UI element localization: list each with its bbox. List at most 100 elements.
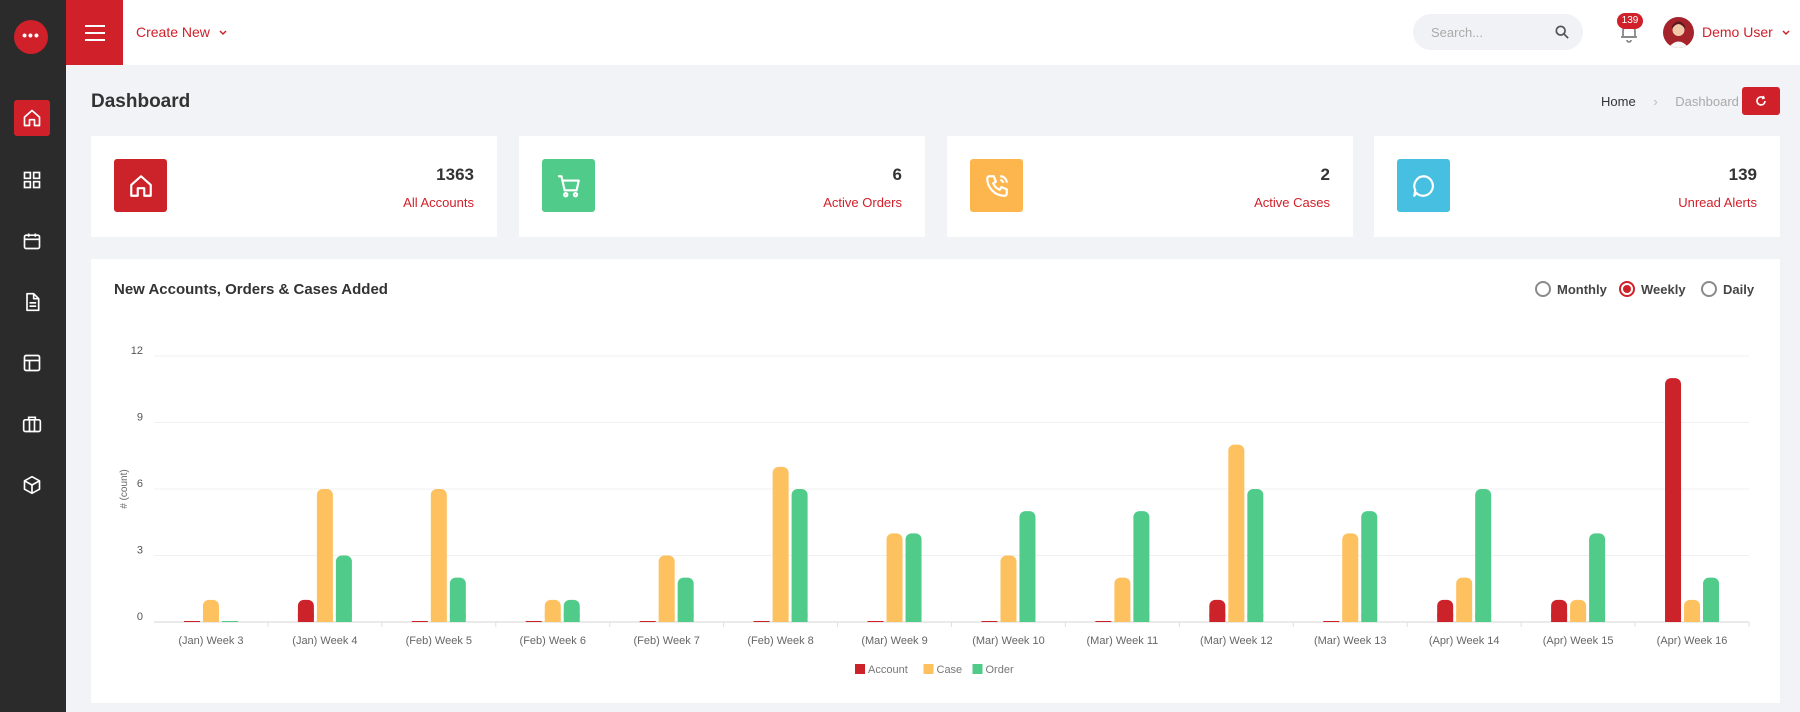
legend-label-case: Case [937, 664, 963, 676]
bar-base-case [316, 614, 333, 622]
bar-chart: 0 3 6 9 12 # (count) (Jan) Week 3 (Jan) Week 4 (… [119, 345, 1750, 676]
search-input[interactable]: Search... [1413, 14, 1583, 50]
bar-base-order [905, 614, 922, 622]
bar-base-case [430, 614, 447, 622]
calendar-icon [23, 233, 41, 250]
legend-swatch-account [855, 664, 865, 674]
bar-case [886, 533, 903, 622]
breadcrumb-current: Dashboard [1675, 94, 1739, 109]
x-tick-label: (Mar) Week 9 [861, 635, 927, 647]
period-label: Daily [1723, 281, 1755, 297]
bar-case [1342, 533, 1359, 622]
sidebar-item-calendar[interactable] [14, 223, 50, 259]
chat-icon [1412, 174, 1434, 197]
bar-base-order [677, 614, 694, 622]
bar-order [1247, 489, 1264, 622]
radio-monthly[interactable] [1535, 281, 1551, 297]
bar-case [1000, 555, 1017, 622]
bar-account [981, 621, 998, 622]
x-tick-label: (Mar) Week 13 [1314, 635, 1387, 647]
card-icon-box [1397, 159, 1450, 212]
stat-label[interactable]: Unread Alerts [1678, 195, 1757, 210]
menu-toggle-button[interactable] [66, 0, 123, 65]
legend-swatch-order [972, 664, 983, 674]
sidebar-item-apps[interactable] [14, 162, 50, 198]
bar-case [658, 555, 675, 622]
box-icon [23, 475, 41, 495]
bar-order [1589, 533, 1606, 622]
breadcrumb: Home › Dashboard [1601, 94, 1739, 109]
stat-card-orders[interactable]: 6 Active Orders [519, 136, 925, 237]
layout-icon [23, 354, 41, 372]
bar-order [1019, 511, 1036, 622]
x-tick-label: (Feb) Week 8 [747, 635, 813, 647]
user-avatar-icon [1668, 21, 1689, 48]
period-label: Weekly [1641, 281, 1686, 297]
breadcrumb-home[interactable]: Home [1601, 94, 1636, 109]
bar-account [639, 621, 656, 622]
user-menu[interactable]: Demo User [1702, 24, 1790, 40]
bar-base-order [1703, 614, 1720, 622]
bar-base-case [772, 614, 789, 622]
stat-label[interactable]: Active Orders [823, 195, 902, 210]
refresh-icon [1756, 95, 1766, 106]
breadcrumb-separator: › [1653, 94, 1658, 109]
radio-weekly[interactable] [1619, 281, 1635, 297]
x-tick-label: (Mar) Week 12 [1200, 635, 1273, 647]
period-option-daily[interactable]: Daily [1701, 281, 1754, 297]
brand-logo[interactable]: ••• [14, 20, 48, 54]
radio-daily[interactable] [1701, 281, 1717, 297]
search-placeholder: Search... [1431, 25, 1484, 40]
x-tick-label: (Feb) Week 6 [520, 635, 586, 647]
legend-swatch-case [923, 664, 934, 674]
stat-value: 1363 [436, 165, 474, 184]
bar-base-case [544, 614, 561, 622]
avatar[interactable] [1663, 17, 1694, 48]
sidebar-item-documents[interactable] [14, 284, 50, 320]
sidebar-item-home[interactable] [14, 100, 50, 136]
x-tick-label: (Feb) Week 7 [633, 635, 699, 647]
bar-base-case [1456, 614, 1473, 622]
sidebar-item-package[interactable] [14, 467, 50, 503]
card-icon-box [542, 159, 595, 212]
x-tick-label: (Jan) Week 4 [292, 635, 357, 647]
bar-case [772, 466, 789, 622]
x-tick-label: (Apr) Week 16 [1657, 635, 1728, 647]
x-tick-label: (Apr) Week 14 [1429, 635, 1500, 647]
card-icon-box [970, 159, 1023, 212]
bar-order [221, 621, 238, 622]
refresh-button[interactable] [1742, 87, 1780, 115]
search-icon[interactable] [1555, 25, 1569, 39]
bar-account [753, 621, 770, 622]
bar-account [867, 621, 884, 622]
sidebar-item-briefcase[interactable] [14, 406, 50, 442]
chart-title: New Accounts, Orders & Cases Added [114, 281, 388, 298]
bar-base-case [1684, 614, 1701, 622]
stat-card-cases[interactable]: 2 Active Cases [947, 136, 1353, 237]
period-option-weekly[interactable]: Weekly [1619, 281, 1686, 297]
sidebar-item-layout[interactable] [14, 345, 50, 381]
stat-label[interactable]: Active Cases [1254, 195, 1330, 210]
top-bar: Create New Search... 139 Demo User [66, 0, 1800, 65]
x-tick-label: (Jan) Week 3 [178, 635, 243, 647]
period-option-monthly[interactable]: Monthly [1535, 281, 1607, 297]
bar-base-case [658, 614, 675, 622]
chevron-down-icon [219, 30, 227, 36]
bar-base-order [563, 614, 580, 622]
y-axis-label: # (count) [119, 469, 130, 508]
bar-case [1114, 577, 1131, 622]
stat-label[interactable]: All Accounts [403, 195, 474, 210]
create-new-dropdown[interactable]: Create New [136, 24, 227, 40]
bar-base-account [1437, 614, 1454, 622]
cart-icon [557, 174, 580, 197]
bar-order [449, 577, 466, 622]
stat-card-alerts[interactable]: 139 Unread Alerts [1374, 136, 1780, 237]
bar-base-account [1551, 614, 1568, 622]
bar-case [316, 489, 333, 622]
bar-base-case [202, 614, 219, 622]
stat-card-accounts[interactable]: 1363 All Accounts [91, 136, 497, 237]
bar-order [677, 577, 694, 622]
bar-case [1228, 444, 1245, 622]
bar-account [1323, 621, 1340, 622]
grid-icon [23, 171, 41, 189]
